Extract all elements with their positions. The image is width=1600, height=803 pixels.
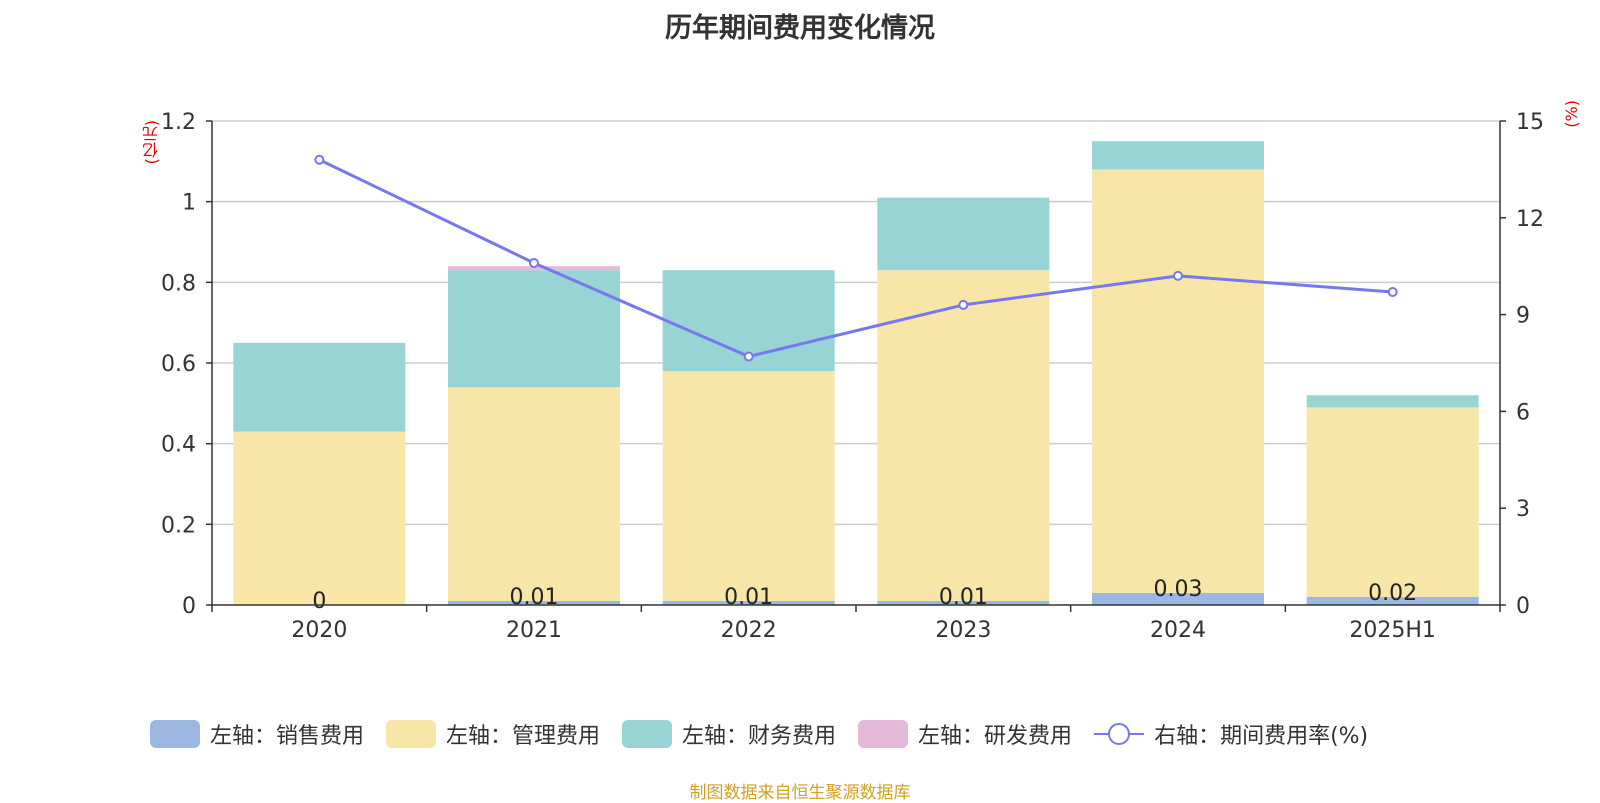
- legend-item-admin[interactable]: 左轴：管理费用: [386, 718, 600, 750]
- bar-segment: [448, 600, 620, 605]
- legend-item-rate[interactable]: 右轴：期间费用率(%): [1094, 718, 1368, 750]
- right-axis-tick-label: 3: [1516, 497, 1530, 522]
- rate-point: [958, 299, 969, 310]
- legend-swatch-rate: [1094, 723, 1145, 745]
- bar-segment: [448, 387, 620, 601]
- x-axis-tick-label: 2023: [935, 618, 991, 643]
- x-axis-tick-label: 2021: [506, 618, 562, 643]
- bar-segment: [1306, 596, 1479, 605]
- x-axis-tick-label: 2024: [1150, 618, 1206, 643]
- legend-item-rnd[interactable]: 左轴：研发费用: [858, 718, 1072, 750]
- rate-point: [529, 257, 539, 268]
- legend-label-rnd: 左轴：研发费用: [918, 724, 1073, 749]
- bar-segment: [448, 270, 620, 388]
- bar-data-label: 0.01: [510, 585, 559, 610]
- legend-label-admin: 左轴：管理费用: [446, 724, 601, 749]
- legend: 左轴：销售费用 左轴：管理费用 左轴：财务费用 左轴：研发费用 右轴：期间费用率…: [150, 718, 1368, 750]
- bar-data-label: 0.01: [939, 585, 988, 610]
- bar-segment: [662, 600, 835, 605]
- left-axis-tick-label: 1.2: [161, 110, 196, 135]
- right-axis-tick-label: 6: [1516, 400, 1530, 425]
- bar-segment: [1306, 407, 1479, 597]
- rate-line: [318, 158, 1393, 359]
- bar-segment: [1092, 592, 1264, 605]
- legend-swatch-rnd: [858, 720, 909, 748]
- legend-swatch-sales: [150, 720, 200, 748]
- rate-point: [1387, 287, 1398, 298]
- bar-segment: [662, 371, 835, 601]
- bar-data-label: 0.01: [724, 585, 773, 610]
- bar-segment: [233, 431, 406, 605]
- bar-data-label: 0.03: [1154, 577, 1203, 602]
- rate-point: [1173, 270, 1183, 281]
- left-axis-tick-label: 0.6: [161, 352, 196, 377]
- legend-item-finance[interactable]: 左轴：财务费用: [622, 718, 836, 750]
- bar-data-label: 0: [312, 589, 326, 614]
- x-axis-tick-label: 2022: [721, 618, 777, 643]
- legend-item-sales[interactable]: 左轴：销售费用: [150, 718, 364, 750]
- x-axis-tick-label: 2020: [291, 618, 347, 643]
- bar-segment: [448, 266, 620, 271]
- legend-label-sales: 左轴：销售费用: [210, 724, 365, 749]
- chart-title: 历年期间费用变化情况: [665, 13, 935, 44]
- bar-segment: [877, 600, 1050, 605]
- left-axis-tick-label: 1: [182, 191, 196, 216]
- rate-point: [743, 351, 754, 362]
- right-axis-tick-label: 0: [1516, 594, 1530, 619]
- source-note: 制图数据来自恒生聚源数据库: [689, 783, 911, 803]
- bar-segment: [1306, 395, 1479, 408]
- left-axis-tick-label: 0: [182, 594, 196, 619]
- bar-segment: [1092, 169, 1264, 593]
- left-axis-tick-label: 0.8: [161, 271, 196, 296]
- legend-swatch-admin: [386, 720, 437, 748]
- right-axis-tick-label: 12: [1516, 207, 1544, 232]
- bar-segment: [233, 342, 406, 432]
- bar-data-label: 0.02: [1368, 581, 1417, 606]
- x-axis-tick-label: 2025H1: [1349, 618, 1436, 643]
- left-axis-tick-label: 0.2: [161, 513, 196, 538]
- right-axis-tick-label: 15: [1516, 110, 1544, 135]
- bar-segment: [1092, 141, 1264, 170]
- right-axis-tick-label: 9: [1516, 304, 1530, 329]
- legend-swatch-finance: [622, 720, 673, 748]
- legend-label-finance: 左轴：财务费用: [682, 724, 837, 749]
- left-axis-tick-label: 0.4: [161, 433, 196, 458]
- rate-point: [314, 154, 325, 165]
- bar-segment: [877, 197, 1050, 271]
- bar-segment: [877, 270, 1050, 601]
- legend-label-rate: 右轴：期间费用率(%): [1154, 724, 1369, 749]
